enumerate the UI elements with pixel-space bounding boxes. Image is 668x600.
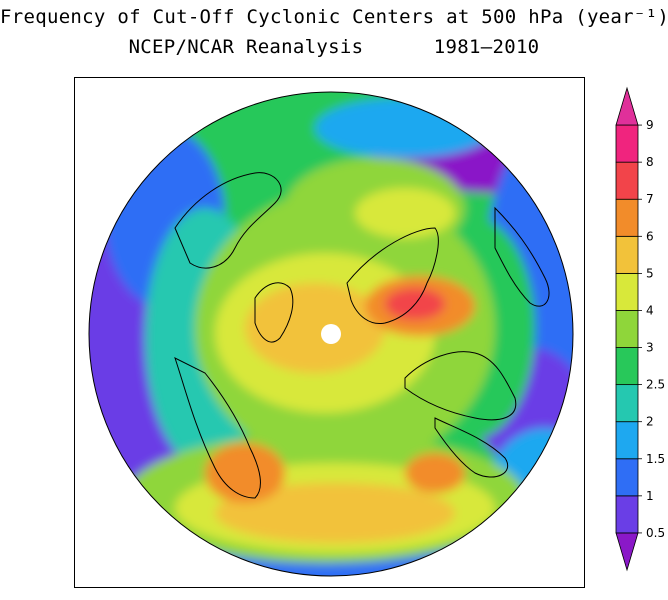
colorbar-segment	[615, 421, 639, 460]
colorbar-label: 2	[646, 415, 654, 429]
coastline-north-america-east	[494, 206, 550, 307]
coastline-alaska	[434, 417, 508, 478]
polar-map-frame	[74, 77, 585, 588]
coastline-europe	[174, 172, 282, 269]
colorbar-label: 8	[646, 155, 654, 169]
field-pacific-gold	[215, 483, 455, 543]
coastline-svalbard-scandinavia	[254, 282, 294, 343]
colorbar-segment	[615, 235, 639, 274]
colorbar-segment	[615, 495, 639, 534]
colorbar-segment	[615, 347, 639, 386]
coastlines	[174, 172, 550, 499]
colorbar-label: 1	[646, 489, 654, 503]
colorbar-label: 0.5	[646, 526, 665, 540]
colorbar-segment	[615, 198, 639, 237]
colorbar-segment	[615, 310, 639, 348]
colorbar-bottom-arrow	[615, 532, 639, 572]
colorbar-label: 1.5	[646, 452, 665, 466]
colorbar-segment	[615, 124, 639, 163]
colorbar-label: 5	[646, 266, 654, 280]
colorbar-label: 2.5	[646, 378, 665, 392]
colorbar-segment	[615, 384, 639, 423]
colorbar-svg: 0.5 1 1.5 2 2.5 3 4 5 6 7 8 9	[615, 86, 665, 572]
field-north-sky	[315, 98, 495, 158]
map-subtitle: NCEP/NCAR Reanalysis 1981–2010	[128, 36, 540, 58]
field-central-gold	[245, 283, 385, 373]
colorbar: 0.5 1 1.5 2 2.5 3 4 5 6 7 8 9	[600, 80, 668, 580]
field-siberia-orange	[205, 443, 285, 503]
field-alaska-orange	[405, 453, 465, 493]
colorbar-segment	[615, 458, 639, 497]
frequency-field	[89, 92, 573, 576]
pole-marker	[321, 324, 341, 344]
colorbar-label: 6	[646, 229, 654, 243]
colorbar-segment	[615, 272, 639, 311]
map-title: Frequency of Cut-Off Cyclonic Centers at…	[0, 6, 668, 28]
colorbar-label: 7	[646, 192, 654, 206]
polar-stereographic-map	[88, 91, 574, 577]
colorbar-top-arrow	[615, 86, 639, 126]
colorbar-label: 4	[646, 303, 654, 317]
colorbar-label: 9	[646, 118, 654, 132]
field-atlantic-yellow	[355, 188, 455, 238]
colorbar-segment	[615, 161, 639, 200]
coastline-arctic-canada	[404, 351, 517, 421]
colorbar-label: 3	[646, 341, 654, 355]
coastline-siberia	[174, 357, 261, 499]
map-boundary-circle	[88, 91, 574, 577]
coastline-greenland	[346, 227, 439, 325]
